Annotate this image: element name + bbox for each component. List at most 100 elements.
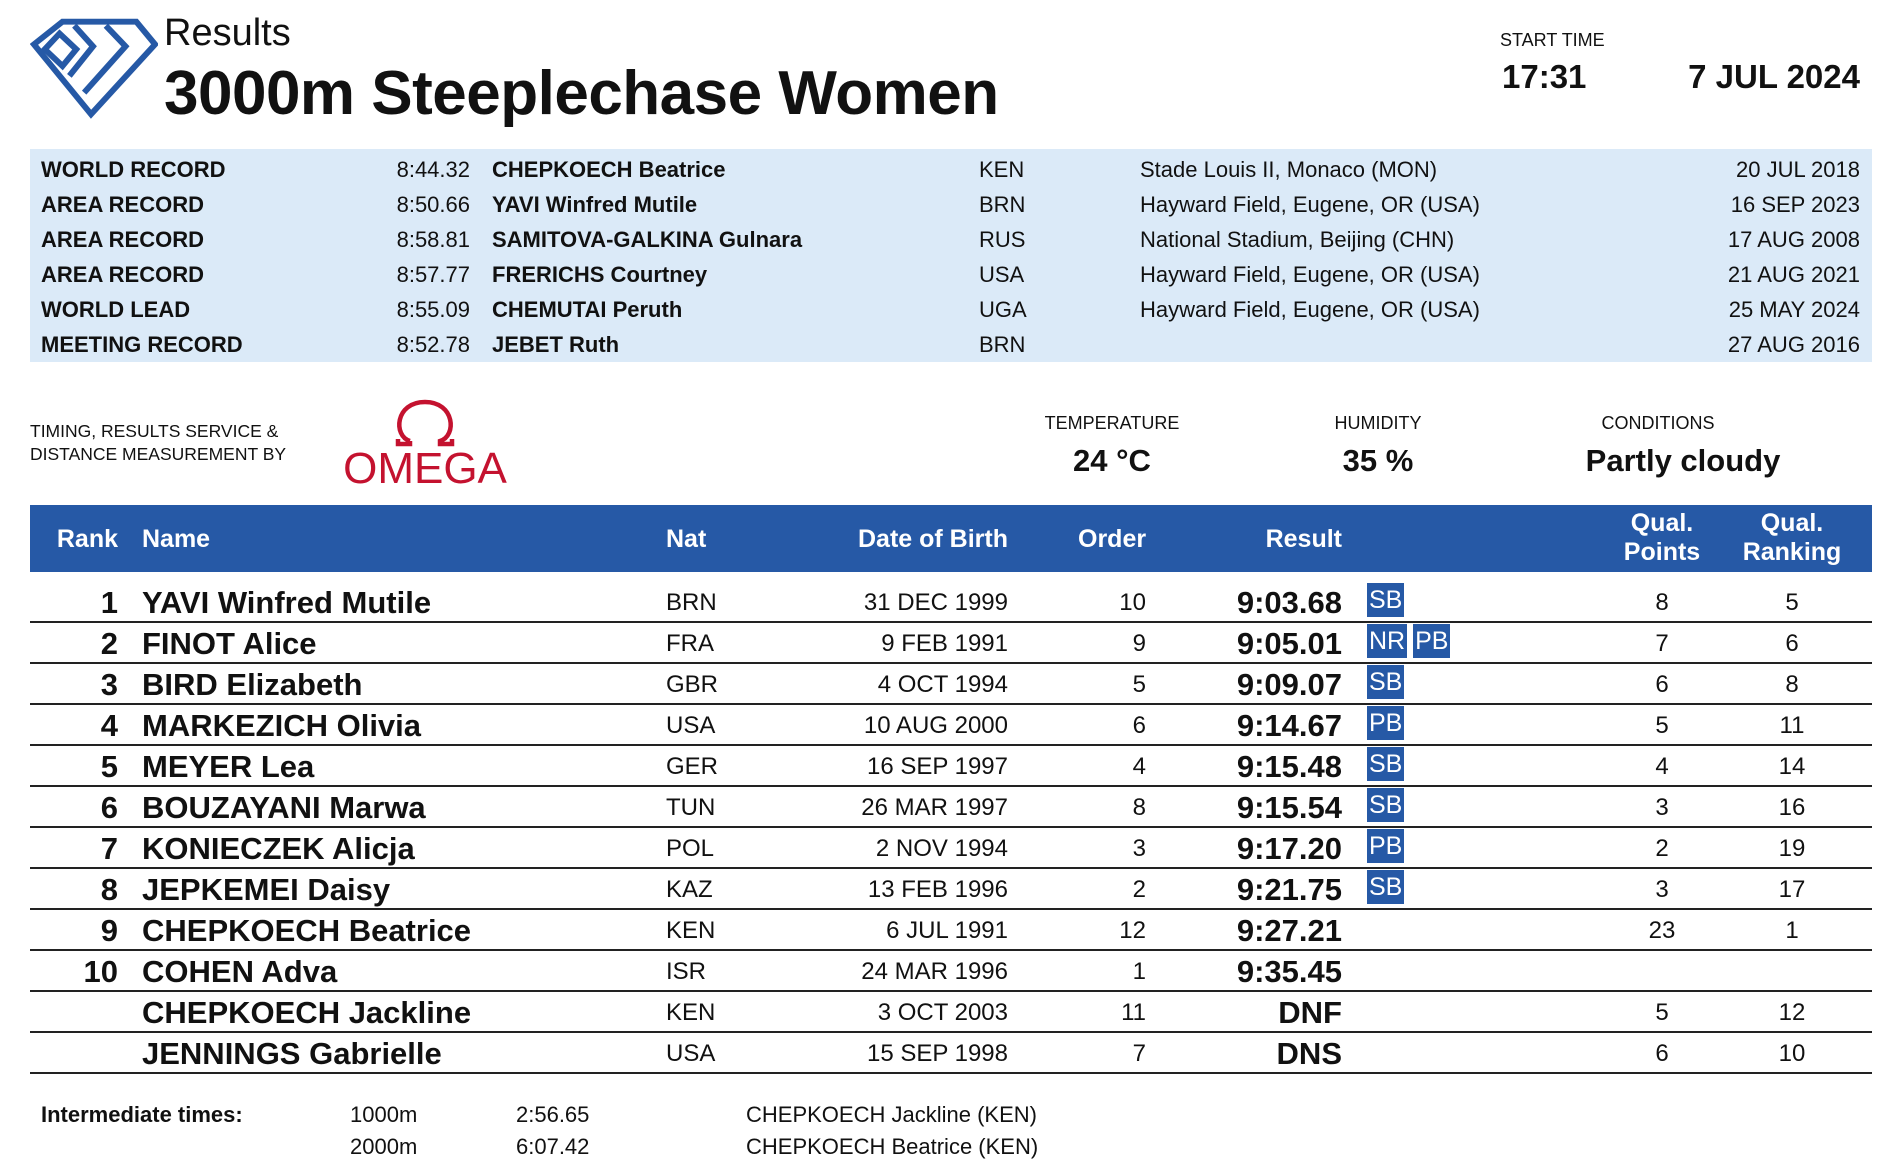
- split-leader: CHEPKOECH Beatrice (KEN): [746, 1134, 1039, 1159]
- record-holder: CHEMUTAI Peruth: [492, 297, 683, 322]
- rank-cell: 5: [100, 749, 118, 784]
- qual-ranking-cell: 16: [1778, 794, 1806, 821]
- qual-ranking-cell: 8: [1785, 671, 1799, 698]
- record-time: 8:44.32: [396, 157, 470, 182]
- dob-cell: 9 FEB 1991: [881, 630, 1008, 657]
- badge-sb: SB: [1367, 870, 1405, 904]
- qual-ranking-cell: 5: [1785, 589, 1799, 616]
- result-cell: 9:03.68: [1236, 585, 1342, 620]
- badge-sb: SB: [1367, 788, 1405, 822]
- temperature-label: TEMPERATURE: [1044, 413, 1180, 433]
- badge-pb: PB: [1413, 624, 1451, 658]
- nat-cell: TUN: [666, 794, 716, 821]
- result-cell: 9:05.01: [1236, 626, 1342, 661]
- record-time: 8:55.09: [396, 297, 470, 322]
- qual-points-cell: 5: [1655, 999, 1669, 1026]
- record-nat: BRN: [979, 332, 1026, 357]
- rank-cell: 10: [83, 954, 118, 989]
- record-date: 20 JUL 2018: [1736, 157, 1860, 182]
- record-venue: Hayward Field, Eugene, OR (USA): [1140, 192, 1480, 217]
- diamond-league-logo-icon: [30, 18, 158, 119]
- dob-cell: 26 MAR 1997: [861, 794, 1008, 821]
- qual-ranking-cell: 6: [1785, 630, 1799, 657]
- table-row: 10 COHEN Adva ISR 24 MAR 1996 1 9:35.45: [30, 951, 1872, 992]
- record-holder: YAVI Winfred Mutile: [492, 192, 698, 217]
- dob-cell: 15 SEP 1998: [866, 1040, 1008, 1067]
- table-row: 3 BIRD Elizabeth GBR 4 OCT 1994 5 9:09.07 6 8 SB: [30, 664, 1872, 705]
- order-cell: 4: [1132, 753, 1146, 780]
- qual-ranking-cell: 11: [1779, 712, 1805, 739]
- nat-cell: GER: [666, 753, 719, 780]
- record-nat: RUS: [979, 227, 1026, 252]
- record-holder: JEBET Ruth: [492, 332, 620, 357]
- col-qual-ranking-1: Qual.: [1760, 509, 1824, 537]
- badge-group: SB: [1367, 747, 1405, 781]
- record-venue: National Stadium, Beijing (CHN): [1140, 227, 1455, 252]
- records-table: WORLD RECORD 8:44.32 CHEPKOECH Beatrice KEN…: [30, 149, 1872, 362]
- athlete-name: BOUZAYANI Marwa: [142, 790, 426, 825]
- order-cell: 8: [1132, 794, 1146, 821]
- table-row: 1 YAVI Winfred Mutile BRN 31 DEC 1999 10 9:03…: [30, 582, 1872, 623]
- results-table: 1 YAVI Winfred Mutile BRN 31 DEC 1999 10 9:03…: [30, 582, 1872, 1074]
- dob-cell: 4 OCT 1994: [877, 671, 1008, 698]
- dob-cell: 6 JUL 1991: [886, 917, 1008, 944]
- result-cell: 9:09.07: [1236, 667, 1342, 702]
- record-type: AREA RECORD: [41, 262, 204, 287]
- conditions-label: CONDITIONS: [1601, 413, 1715, 433]
- athlete-name: MEYER Lea: [142, 749, 315, 784]
- timing-line-2: DISTANCE MEASUREMENT BY: [30, 444, 287, 464]
- result-cell: 9:17.20: [1236, 831, 1342, 866]
- col-qual-points: Qual. Points: [1602, 509, 1722, 567]
- qual-points-cell: 4: [1655, 753, 1669, 780]
- qual-ranking-cell: 10: [1778, 1040, 1806, 1067]
- record-date: 21 AUG 2021: [1727, 262, 1860, 287]
- table-row: 7 KONIECZEK Alicja POL 2 NOV 1994 3 9:17.20 2 1…: [30, 828, 1872, 869]
- record-time: 8:50.66: [396, 192, 470, 217]
- record-date: 17 AUG 2008: [1727, 227, 1860, 252]
- dob-cell: 24 MAR 1996: [861, 958, 1008, 985]
- record-holder: SAMITOVA-GALKINA Gulnara: [492, 227, 803, 252]
- dob-cell: 10 AUG 2000: [863, 712, 1008, 739]
- record-row: AREA RECORD 8:58.81 SAMITOVA-GALKINA Gulna…: [30, 222, 1872, 257]
- table-row: 8 JEPKEMEI Daisy KAZ 13 FEB 1996 2 9:21.75 3 17…: [30, 869, 1872, 910]
- table-row: 2 FINOT Alice FRA 9 FEB 1991 9 9:05.01 7 6 NR PB: [30, 623, 1872, 664]
- record-type: AREA RECORD: [41, 192, 204, 217]
- athlete-name: MARKEZICH Olivia: [142, 708, 422, 743]
- omega-logo-icon: OMEGA: [343, 399, 508, 488]
- order-cell: 7: [1132, 1040, 1146, 1067]
- rank-cell: 3: [100, 667, 118, 702]
- record-type: WORLD RECORD: [41, 157, 226, 182]
- result-cell: DNF: [1278, 995, 1342, 1030]
- record-time: 8:58.81: [396, 227, 470, 252]
- qual-points-cell: 6: [1655, 671, 1669, 698]
- col-qual-ranking: Qual. Ranking: [1732, 509, 1852, 567]
- record-time: 8:52.78: [396, 332, 470, 357]
- nat-cell: USA: [666, 712, 716, 739]
- nat-cell: USA: [666, 1040, 716, 1067]
- athlete-name: BIRD Elizabeth: [142, 667, 363, 702]
- badge-group: PB: [1367, 706, 1405, 740]
- badge-group: SB: [1367, 788, 1405, 822]
- qual-ranking-cell: 19: [1778, 835, 1806, 862]
- badge-sb: SB: [1367, 583, 1405, 617]
- order-cell: 1: [1132, 958, 1146, 985]
- badge-pb: PB: [1367, 829, 1405, 863]
- table-row: CHEPKOECH Jackline KEN 3 OCT 2003 11 DNF 5 12: [30, 992, 1872, 1033]
- table-row: 5 MEYER Lea GER 16 SEP 1997 4 9:15.48 4 14 SB: [30, 746, 1872, 787]
- rank-cell: 1: [100, 585, 118, 620]
- start-time-label: START TIME: [1500, 30, 1605, 50]
- col-name: Name: [142, 525, 211, 553]
- results-header: Rank Name Nat Date of Birth Order Result…: [30, 505, 1872, 572]
- order-cell: 12: [1119, 917, 1146, 944]
- col-dob: Date of Birth: [858, 525, 1008, 553]
- badge-group: SB: [1367, 665, 1405, 699]
- event-title: 3000m Steeplechase Women: [164, 59, 999, 128]
- col-rank: Rank: [56, 525, 118, 553]
- col-order: Order: [1078, 525, 1147, 553]
- qual-points-cell: 7: [1655, 630, 1669, 657]
- table-row: 9 CHEPKOECH Beatrice KEN 6 JUL 1991 12 9:27.2…: [30, 910, 1872, 951]
- result-cell: 9:15.54: [1236, 790, 1342, 825]
- badge-sb: SB: [1367, 747, 1405, 781]
- badge-group: PB: [1367, 829, 1405, 863]
- rank-cell: 4: [100, 708, 118, 743]
